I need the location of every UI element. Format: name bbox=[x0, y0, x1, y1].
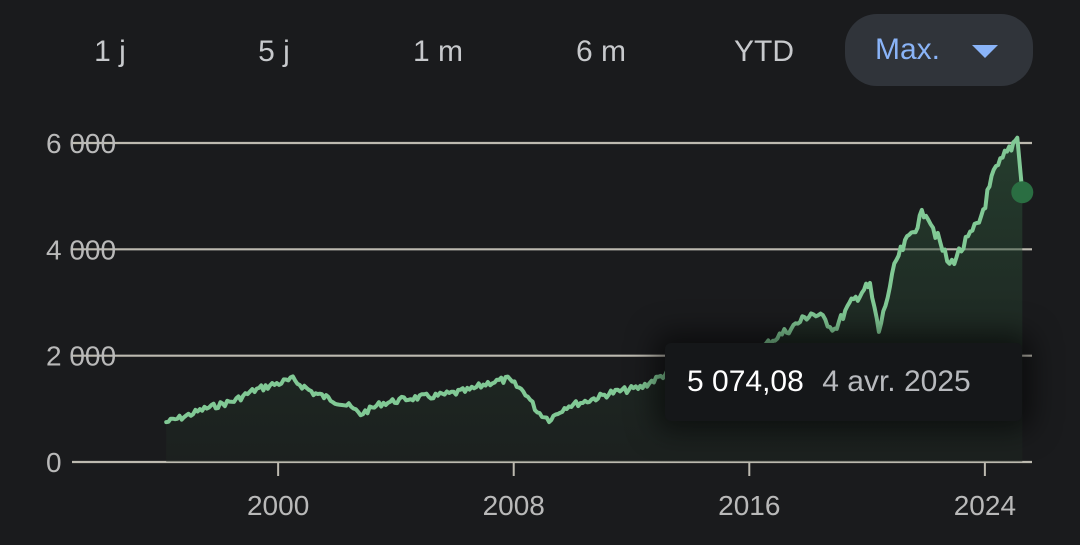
current-point-marker bbox=[1011, 181, 1034, 204]
x-tick-label: 2016 bbox=[718, 490, 780, 521]
range-tab-5d[interactable]: 5 j bbox=[258, 35, 290, 68]
y-axis: 0 2 000 4 000 6 000 bbox=[46, 128, 116, 478]
chevron-down-icon bbox=[972, 45, 998, 58]
range-tab-ytd[interactable]: YTD bbox=[734, 35, 794, 68]
y-tick-label: 4 000 bbox=[46, 234, 116, 265]
tooltip-date: 4 avr. 2025 bbox=[822, 365, 971, 398]
price-tooltip: 5 074,08 4 avr. 2025 bbox=[665, 343, 1022, 421]
x-tick-label: 2024 bbox=[954, 490, 1016, 521]
range-tab-6m[interactable]: 6 m bbox=[575, 35, 626, 68]
range-tab-1m[interactable]: 1 m bbox=[412, 35, 463, 68]
range-tab-max[interactable]: Max. bbox=[845, 14, 1033, 86]
range-tab-1d[interactable]: 1 j bbox=[94, 35, 126, 68]
y-tick-label: 2 000 bbox=[46, 341, 116, 372]
series-line bbox=[164, 135, 1025, 425]
tooltip-value: 5 074,08 bbox=[687, 365, 804, 398]
range-tab-max-label: Max. bbox=[875, 33, 941, 66]
x-axis: 2000 2008 2016 2024 bbox=[247, 462, 1016, 521]
y-tick-label: 6 000 bbox=[46, 128, 116, 159]
range-selector: 1 j 5 j 1 m 6 m YTD Max. bbox=[0, 0, 1080, 105]
y-tick-label: 0 bbox=[46, 447, 62, 478]
x-tick-label: 2008 bbox=[483, 490, 545, 521]
x-tick-label: 2000 bbox=[247, 490, 309, 521]
